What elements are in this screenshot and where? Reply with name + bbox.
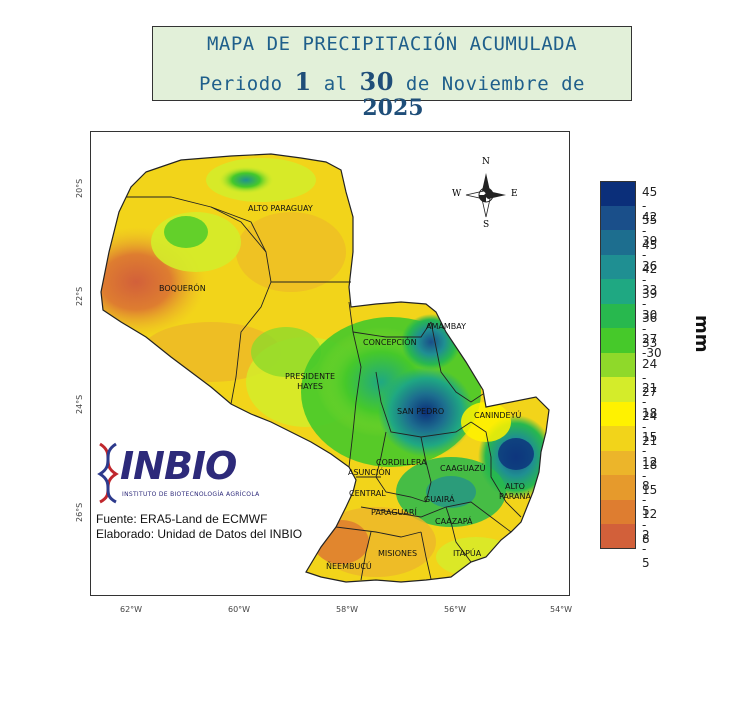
compass-e: E [511, 189, 518, 199]
legend-swatch [600, 475, 636, 500]
legend-label: 42 - 45 [642, 209, 658, 252]
logo-wordmark: INBIO [120, 444, 237, 488]
legend-swatch [600, 377, 636, 402]
compass-icon [465, 173, 506, 218]
legend-swatch [600, 254, 636, 279]
region-cordillera: CORDILLERA [376, 458, 427, 467]
legend-swatch [600, 499, 636, 524]
period-suffix: de Noviembre de [405, 73, 585, 95]
map-frame: ALTO PARAGUAY BOQUERÓN PRESIDENTE HAYES … [90, 131, 570, 596]
period-start-day: 1 [294, 67, 312, 96]
data-source: Fuente: ERA5-Land de ECMWF [96, 512, 268, 526]
legend-label: 45 - 55 [642, 185, 658, 227]
region-paraguari: PARAGUARÍ [371, 508, 417, 517]
legend-label: 12 - 15 [642, 454, 658, 497]
region-caazapa: CAAZAPÁ [435, 517, 473, 526]
legend-label: 8 - 12 [642, 479, 658, 521]
region-neembucu: ÑEEMBUCÚ [326, 562, 372, 571]
legend-label: 2 - 5 [642, 528, 650, 570]
legend-label: 27 -30 [642, 332, 662, 360]
lat-tick: 20°S [75, 178, 84, 198]
legend-swatch [600, 205, 636, 230]
department-borders [126, 196, 522, 581]
precipitation-map [100, 153, 550, 583]
legend-swatch [600, 230, 636, 255]
legend-swatch [600, 303, 636, 328]
region-concepcion: CONCEPCIÓN [363, 338, 417, 347]
region-caaguazu: CAAGUAZÚ [440, 464, 486, 473]
region-presidente-hayes: PRESIDENTE HAYES [285, 372, 336, 391]
legend-swatch [600, 328, 636, 353]
legend-swatch [600, 401, 636, 426]
compass-s: S [483, 220, 490, 230]
legend-label: 36 - 39 [642, 258, 658, 301]
lon-tick: 62°W [120, 605, 143, 614]
legend-label: 33 - 36 [642, 283, 658, 325]
region-san-pedro: SAN PEDRO [397, 407, 445, 416]
region-canindeyu: CANINDEYÚ [474, 411, 522, 420]
legend-label: 24 - 27 [642, 356, 658, 399]
period-mid: al [323, 73, 348, 95]
compass-w: W [452, 189, 462, 199]
logo-subtitle: INSTITUTO DE BIOTECNOLOGÍA AGRÍCOLA [122, 491, 260, 498]
region-alto-parana: ALTO PARANÁ [499, 482, 531, 501]
region-boqueron: BOQUERÓN [159, 284, 206, 293]
legend-swatch [600, 279, 636, 304]
region-central: CENTRAL [349, 489, 386, 498]
legend-label: 30 - 33 [642, 307, 658, 350]
compass-n: N [482, 157, 490, 167]
lon-tick: 60°W [228, 605, 251, 614]
legend-swatch [600, 181, 636, 206]
inbio-logo: INBIO INSTITUTO DE BIOTECNOLOGÍA AGRÍCOL… [96, 440, 266, 506]
compass-rose: N S W E [452, 157, 518, 232]
map-title: MAPA DE PRECIPITACIÓN ACUMULADA [206, 33, 578, 55]
region-amambay: AMAMBAY [426, 322, 466, 331]
map-period: Periodo 1 al 30 de Noviembre de [153, 67, 631, 96]
period-year: 2025 [362, 95, 424, 121]
map-title-box: MAPA DE PRECIPITACIÓN ACUMULADA Periodo … [152, 26, 632, 101]
region-asuncion: ASUNCIÓN [348, 468, 391, 477]
region-misiones: MISIONES [378, 549, 418, 558]
legend-label: 39 - 42 [642, 234, 658, 276]
region-guaira: GUAIRÁ [424, 495, 455, 504]
lon-tick: 56°W [444, 605, 467, 614]
legend-swatch [600, 426, 636, 451]
credits: Fuente: ERA5-Land de ECMWF Elaborado: Un… [96, 512, 302, 542]
period-prefix: Periodo [199, 73, 283, 95]
lon-tick: 58°W [336, 605, 359, 614]
legend-swatch [600, 524, 636, 549]
author: Elaborado: Unidad de Datos del INBIO [96, 527, 303, 541]
period-end-day: 30 [359, 67, 394, 96]
region-itapua: ITAPÚA [453, 549, 482, 558]
legend-label: 15 - 18 [642, 430, 658, 472]
lon-tick: 54°W [550, 605, 573, 614]
lat-tick: 26°S [75, 502, 84, 522]
lat-tick: 24°S [75, 394, 84, 414]
legend-swatch [600, 450, 636, 475]
lat-tick: 22°S [75, 286, 84, 306]
legend-label: 5 - 8 [642, 503, 650, 546]
dna-helix-icon [97, 442, 119, 504]
legend-unit: mm [691, 315, 712, 353]
legend-label: 18 - 21 [642, 405, 658, 448]
legend-label: 21 - 24 [642, 381, 658, 423]
legend-swatch [600, 352, 636, 377]
region-alto-paraguay: ALTO PARAGUAY [248, 204, 313, 213]
